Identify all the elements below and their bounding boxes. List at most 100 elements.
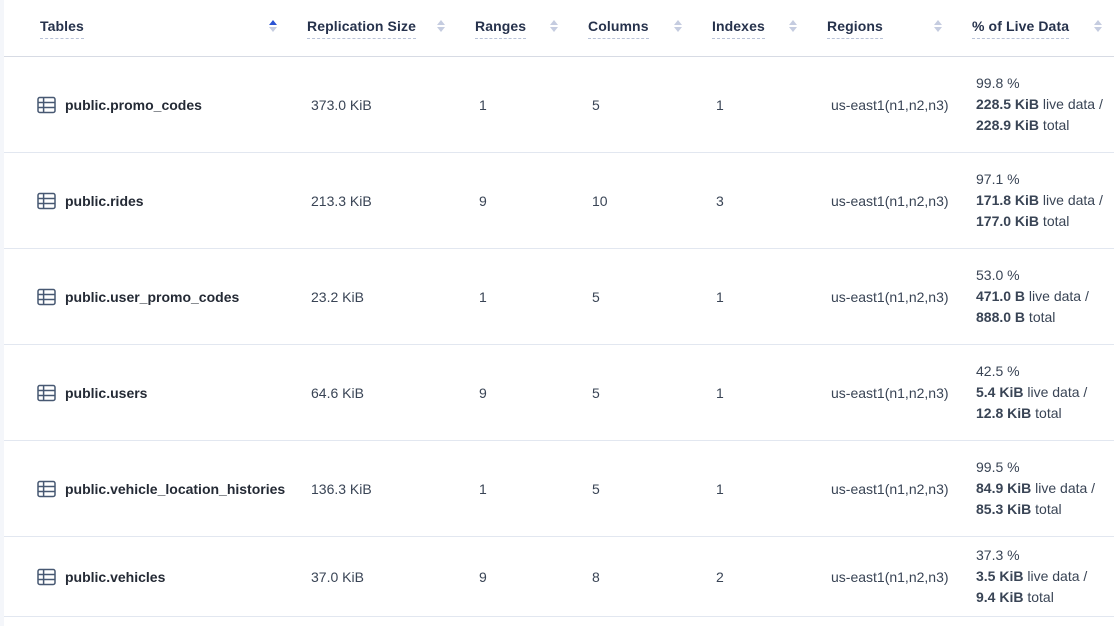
regions-value: us-east1(n1,n2,n3) — [827, 248, 972, 345]
table-name-cell: public.promo_codes — [4, 56, 307, 153]
replication-size-value: 136.3 KiB — [307, 440, 475, 537]
replication-size-value: 64.6 KiB — [307, 344, 475, 441]
table-name-cell: public.rides — [4, 152, 307, 249]
column-header-columns[interactable]: Columns — [588, 0, 712, 57]
live-data-percent: 37.3 % — [976, 547, 1020, 563]
table-name-link[interactable]: public.vehicle_location_histories — [65, 480, 286, 497]
ranges-value: 9 — [475, 152, 588, 249]
ranges-value: 1 — [475, 440, 588, 537]
table-name-link[interactable]: public.rides — [65, 192, 144, 209]
live-data-cell: 53.0 % 471.0 B live data / 888.0 B total — [972, 248, 1114, 345]
indexes-value: 1 — [712, 440, 827, 537]
column-header-indexes-label[interactable]: Indexes — [712, 18, 765, 39]
live-data-percent: 42.5 % — [976, 363, 1020, 379]
live-data-percent: 97.1 % — [976, 171, 1020, 187]
sort-arrows-icon[interactable] — [1094, 20, 1102, 32]
sort-arrows-icon[interactable] — [437, 20, 445, 32]
table-name-link[interactable]: public.users — [65, 384, 148, 401]
total-data-amount: 12.8 KiB total — [976, 405, 1062, 421]
indexes-value: 1 — [712, 344, 827, 441]
table-row: public.vehicle_location_histories 136.3 … — [4, 440, 1114, 537]
ranges-value: 9 — [475, 344, 588, 441]
table-header-row: Tables Replication Size Ranges — [4, 0, 1114, 57]
sort-arrows-icon[interactable] — [934, 20, 942, 32]
table-grid-icon — [37, 568, 56, 586]
live-data-percent: 99.5 % — [976, 459, 1020, 475]
live-data-amount: 3.5 KiB live data / — [976, 568, 1088, 584]
table-row: public.user_promo_codes 23.2 KiB 1 5 1 u… — [4, 248, 1114, 345]
live-data-amount: 228.5 KiB live data / — [976, 96, 1103, 112]
indexes-value: 1 — [712, 56, 827, 153]
sort-arrows-icon[interactable] — [674, 20, 682, 32]
live-data-percent: 99.8 % — [976, 75, 1020, 91]
table-row: public.promo_codes 373.0 KiB 1 5 1 us-ea… — [4, 56, 1114, 153]
live-data-cell: 99.5 % 84.9 KiB live data / 85.3 KiB tot… — [972, 440, 1114, 537]
column-header-indexes[interactable]: Indexes — [712, 0, 827, 57]
replication-size-value: 213.3 KiB — [307, 152, 475, 249]
table-name-cell: public.user_promo_codes — [4, 248, 307, 345]
indexes-value: 2 — [712, 536, 827, 617]
column-header-ranges-label[interactable]: Ranges — [475, 18, 527, 39]
column-header-regions-label[interactable]: Regions — [827, 18, 883, 39]
live-data-amount: 84.9 KiB live data / — [976, 480, 1096, 496]
live-data-cell: 37.3 % 3.5 KiB live data / 9.4 KiB total — [972, 536, 1114, 617]
sort-arrows-icon[interactable] — [789, 20, 797, 32]
live-data-percent: 53.0 % — [976, 267, 1020, 283]
column-header-live-data-label[interactable]: % of Live Data — [972, 18, 1070, 39]
column-header-live-data[interactable]: % of Live Data — [972, 0, 1114, 57]
regions-value: us-east1(n1,n2,n3) — [827, 152, 972, 249]
tables-table: Tables Replication Size Ranges — [4, 0, 1114, 617]
column-header-columns-label[interactable]: Columns — [588, 18, 649, 39]
columns-value: 5 — [588, 56, 712, 153]
replication-size-value: 23.2 KiB — [307, 248, 475, 345]
columns-value: 8 — [588, 536, 712, 617]
replication-size-value: 373.0 KiB — [307, 56, 475, 153]
columns-value: 5 — [588, 440, 712, 537]
column-header-regions[interactable]: Regions — [827, 0, 972, 57]
total-data-amount: 85.3 KiB total — [976, 501, 1062, 517]
tables-list-panel: Tables Replication Size Ranges — [4, 0, 1114, 626]
live-data-cell: 99.8 % 228.5 KiB live data / 228.9 KiB t… — [972, 56, 1114, 153]
indexes-value: 3 — [712, 152, 827, 249]
column-header-replication-size-label[interactable]: Replication Size — [307, 18, 416, 39]
indexes-value: 1 — [712, 248, 827, 345]
ranges-value: 1 — [475, 248, 588, 345]
column-header-ranges[interactable]: Ranges — [475, 0, 588, 57]
table-grid-icon — [37, 384, 56, 402]
table-grid-icon — [37, 480, 56, 498]
table-name-link[interactable]: public.user_promo_codes — [65, 288, 240, 305]
table-row: public.users 64.6 KiB 9 5 1 us-east1(n1,… — [4, 344, 1114, 441]
column-header-replication-size[interactable]: Replication Size — [307, 0, 475, 57]
total-data-amount: 177.0 KiB total — [976, 213, 1070, 229]
sort-arrows-icon[interactable] — [550, 20, 558, 32]
table-grid-icon — [37, 288, 56, 306]
total-data-amount: 888.0 B total — [976, 309, 1056, 325]
table-name-cell: public.vehicle_location_histories — [4, 440, 307, 537]
table-name-cell: public.users — [4, 344, 307, 441]
sort-arrows-icon[interactable] — [269, 20, 277, 32]
table-grid-icon — [37, 192, 56, 210]
table-row: public.rides 213.3 KiB 9 10 3 us-east1(n… — [4, 152, 1114, 249]
regions-value: us-east1(n1,n2,n3) — [827, 536, 972, 617]
live-data-amount: 471.0 B live data / — [976, 288, 1089, 304]
column-header-tables[interactable]: Tables — [4, 0, 307, 57]
columns-value: 5 — [588, 344, 712, 441]
replication-size-value: 37.0 KiB — [307, 536, 475, 617]
ranges-value: 1 — [475, 56, 588, 153]
table-grid-icon — [37, 96, 56, 114]
regions-value: us-east1(n1,n2,n3) — [827, 56, 972, 153]
columns-value: 5 — [588, 248, 712, 345]
ranges-value: 9 — [475, 536, 588, 617]
regions-value: us-east1(n1,n2,n3) — [827, 440, 972, 537]
table-name-link[interactable]: public.promo_codes — [65, 96, 202, 113]
columns-value: 10 — [588, 152, 712, 249]
table-name-link[interactable]: public.vehicles — [65, 568, 166, 585]
table-name-cell: public.vehicles — [4, 536, 307, 617]
live-data-amount: 5.4 KiB live data / — [976, 384, 1088, 400]
live-data-cell: 42.5 % 5.4 KiB live data / 12.8 KiB tota… — [972, 344, 1114, 441]
live-data-amount: 171.8 KiB live data / — [976, 192, 1103, 208]
column-header-tables-label[interactable]: Tables — [40, 18, 84, 39]
total-data-amount: 9.4 KiB total — [976, 589, 1054, 605]
table-row: public.vehicles 37.0 KiB 9 8 2 us-east1(… — [4, 536, 1114, 617]
live-data-cell: 97.1 % 171.8 KiB live data / 177.0 KiB t… — [972, 152, 1114, 249]
